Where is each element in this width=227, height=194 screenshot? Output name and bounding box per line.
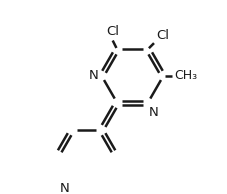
Text: Cl: Cl xyxy=(156,29,169,42)
Text: Cl: Cl xyxy=(106,25,119,38)
Text: CH₃: CH₃ xyxy=(174,69,197,82)
Text: N: N xyxy=(89,69,99,82)
Text: N: N xyxy=(59,182,69,194)
Text: N: N xyxy=(149,106,158,119)
